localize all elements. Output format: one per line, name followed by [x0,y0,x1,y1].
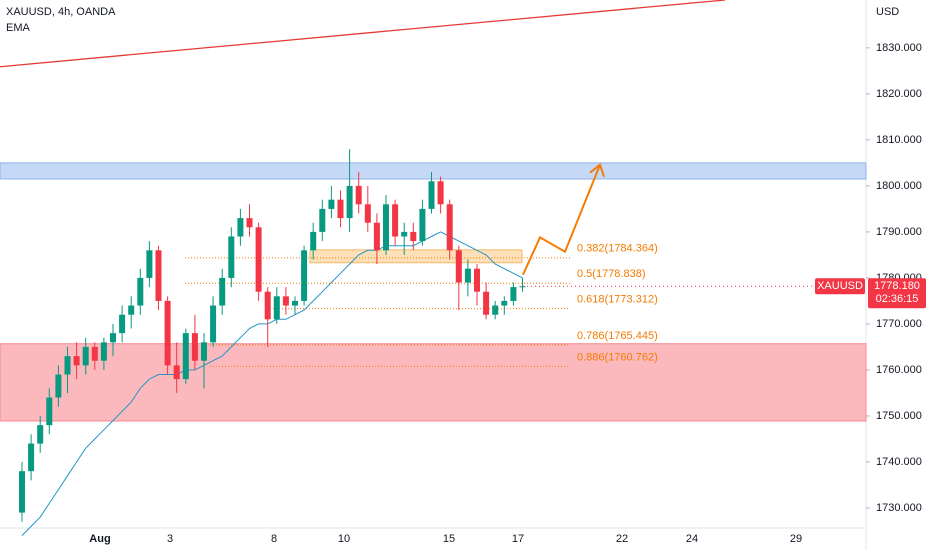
candle-body [501,300,508,306]
candle-body [446,204,453,251]
candle-body [246,218,253,228]
countdown-label: 02:36:15 [876,293,919,305]
candle-body [146,250,153,278]
candle-body [201,342,207,361]
y-tick-label: 1830.000 [876,42,922,54]
candle-body [164,300,171,366]
candle-body [510,287,517,301]
candle-body [310,231,317,251]
candle-body [73,356,80,366]
x-tick-label: 22 [616,533,628,545]
candle-body [82,346,89,366]
y-tick-label: 1800.000 [876,180,922,192]
projection-path [522,164,601,276]
candle-body [55,374,62,398]
candle-body [237,218,244,237]
fib-label: 0.382(1784.364) [577,243,658,255]
candle-body [28,443,35,472]
candle-body [264,291,271,320]
candle-body [428,181,435,209]
x-tick-label: 29 [790,533,802,545]
indicator-label: EMA [6,22,31,34]
candle-body [155,250,162,301]
candle-body [191,333,198,361]
candle-body [328,199,335,209]
symbol-tag [815,278,865,295]
projection-arrowhead [589,163,605,178]
candle-body [46,397,53,426]
x-tick-label: 15 [443,533,455,545]
candle-body [355,185,362,205]
fib-label: 0.618(1773.312) [577,294,658,306]
ema-line [21,231,523,536]
y-tick-label: 1730.000 [876,502,922,514]
y-tick-label: 1760.000 [876,364,922,376]
x-tick-label: 24 [686,533,698,545]
x-tick-label: Aug [89,533,110,545]
x-tick-label: 8 [271,533,277,545]
candle-body [383,204,389,251]
x-tick-label: 3 [167,533,173,545]
currency-label: USD [876,6,899,18]
candle-body [255,227,262,292]
candle-body [182,333,189,380]
candle-body [483,291,490,315]
candle-body [492,305,499,315]
zone [0,343,867,422]
candle-body [464,268,471,283]
chart-title: XAUUSD, 4h, OANDA [6,6,116,18]
candle-body [410,231,417,242]
candle-body [292,300,298,306]
candle-body [282,296,289,306]
symbol-tag-label: XAUUSD [817,280,863,292]
candle-body [228,236,235,278]
candle-body [346,185,353,219]
candle-body [455,250,462,283]
trendline [0,0,726,68]
price-tag [868,278,926,309]
candle-body [319,208,326,232]
candle-body [273,296,280,320]
y-tick-label: 1750.000 [876,410,922,422]
candle-body [100,342,107,361]
candle-body [474,268,480,292]
zone [0,162,867,180]
y-tick-label: 1770.000 [876,318,922,330]
candle-body [419,208,426,242]
candle-body [119,314,126,334]
candle-body [91,346,98,361]
candle-body [110,333,116,343]
candle-body [337,199,344,219]
candle-body [210,305,217,343]
candle-body [364,204,371,223]
candle-body [373,222,380,251]
x-tick-label: 17 [512,533,524,545]
candle-body [301,250,308,301]
candle-body [219,277,226,306]
y-tick-label: 1810.000 [876,134,922,146]
candle-body [19,471,25,513]
candle-body [392,204,399,237]
fib-label: 0.5(1778.838) [577,268,646,280]
candle-body [173,365,180,380]
candle-body [401,231,408,237]
candle-body [128,305,135,315]
candle-body [64,356,71,375]
candle-body [437,181,444,205]
fib-label: 0.886(1760.762) [577,351,658,363]
candle-body [519,286,526,288]
y-tick-label: 1790.000 [876,226,922,238]
zone [309,249,523,264]
candle-body [37,425,44,444]
candle-body [137,277,144,306]
fib-label: 0.786(1765.445) [577,330,658,342]
y-tick-label: 1740.000 [876,456,922,468]
x-tick-label: 10 [338,533,350,545]
price-tag-label: 1778.180 [874,280,920,292]
y-tick-label: 1820.000 [876,88,922,100]
